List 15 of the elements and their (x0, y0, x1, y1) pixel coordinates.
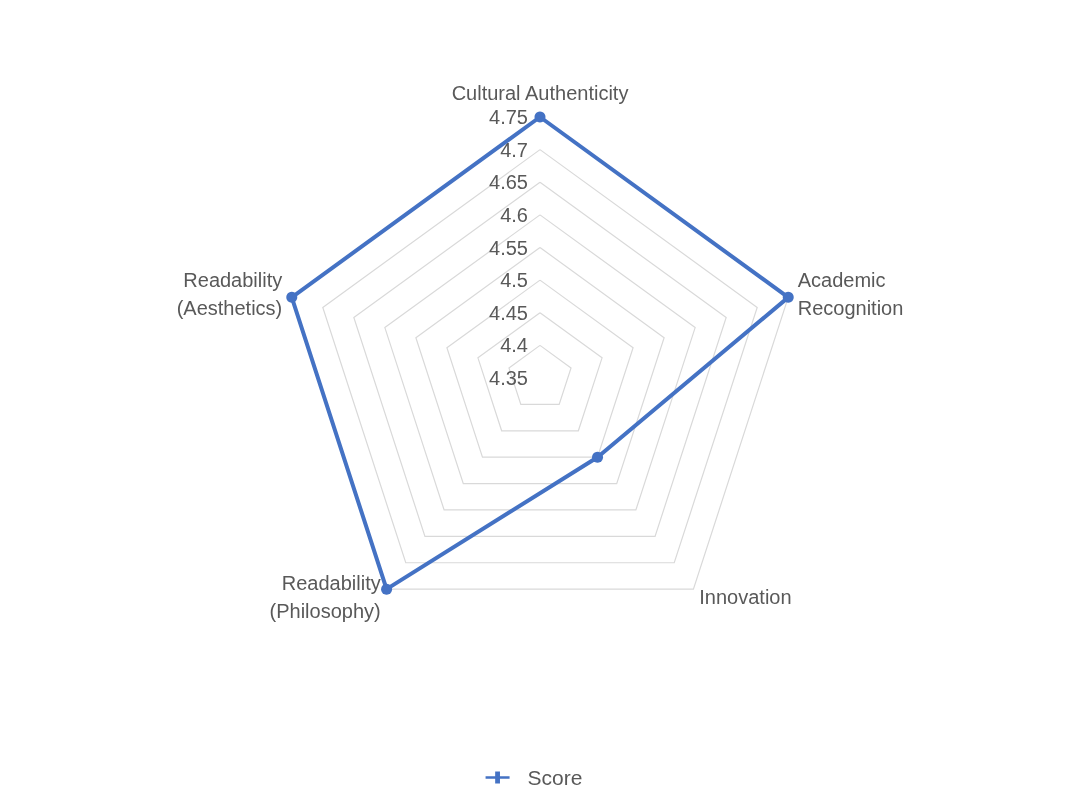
spoke-label: Innovation (699, 586, 792, 609)
y-tick-label: 4.55 (489, 236, 528, 259)
y-tick-label: 4.7 (500, 138, 528, 161)
spoke-label: Readability (Philosophy) (269, 572, 381, 623)
legend-label: Score (527, 766, 583, 789)
y-tick-label: 4.4 (500, 334, 528, 357)
y-tick-label: 4.5 (500, 269, 528, 292)
spoke-label: Cultural Authenticity (451, 82, 629, 104)
y-tick-label: 4.75 (489, 106, 528, 128)
y-tick-label: 4.6 (500, 203, 528, 226)
spoke-label: Academic Recognition (797, 269, 904, 320)
y-tick-label: 4.65 (489, 171, 528, 194)
y-tick-label: 4.45 (489, 301, 528, 324)
y-tick-label: 4.35 (489, 367, 528, 389)
spoke-label: Readability (Aesthetics) (176, 269, 283, 320)
